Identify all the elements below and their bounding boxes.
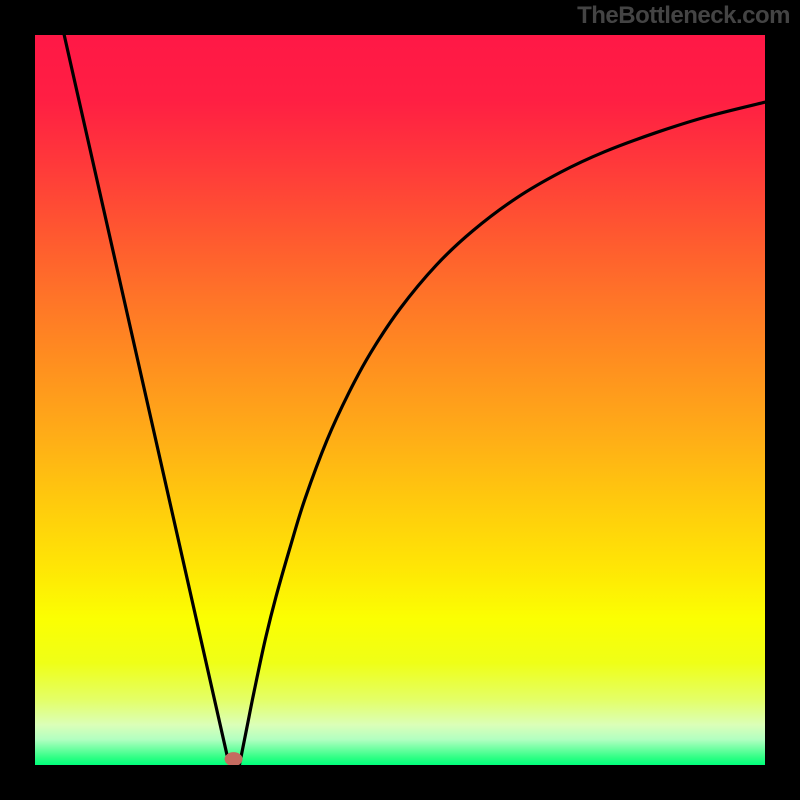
plot-area: [35, 35, 765, 765]
chart-container: TheBottleneck.com: [0, 0, 800, 800]
bottleneck-curve: [35, 35, 765, 765]
watermark-text: TheBottleneck.com: [577, 2, 790, 30]
